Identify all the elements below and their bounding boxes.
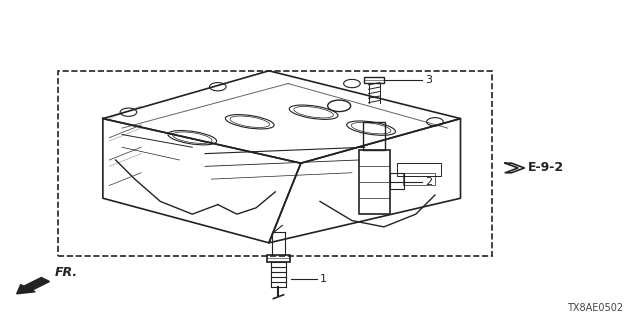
Bar [364, 77, 385, 83]
Text: 1: 1 [319, 275, 326, 284]
Text: 2: 2 [425, 177, 432, 187]
Bar [403, 173, 435, 186]
Text: FR.: FR. [55, 267, 78, 279]
Bar [267, 255, 290, 262]
Bar [397, 163, 442, 176]
Text: E-9-2: E-9-2 [527, 162, 564, 174]
FancyArrow shape [17, 277, 49, 294]
Text: 3: 3 [425, 75, 432, 85]
Text: TX8AE0502: TX8AE0502 [567, 303, 623, 313]
